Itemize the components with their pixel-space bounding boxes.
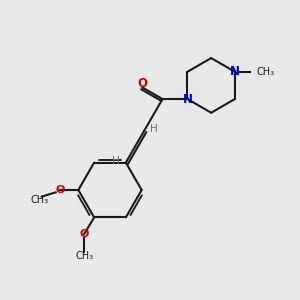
Text: CH₃: CH₃ — [256, 67, 274, 77]
Text: O: O — [80, 229, 89, 239]
Text: O: O — [55, 185, 65, 195]
Text: N: N — [230, 65, 240, 78]
Text: O: O — [137, 76, 147, 90]
Text: H: H — [150, 124, 158, 134]
Text: N: N — [182, 93, 193, 106]
Text: H: H — [112, 156, 120, 166]
Text: CH₃: CH₃ — [31, 195, 49, 205]
Text: CH₃: CH₃ — [75, 251, 93, 261]
